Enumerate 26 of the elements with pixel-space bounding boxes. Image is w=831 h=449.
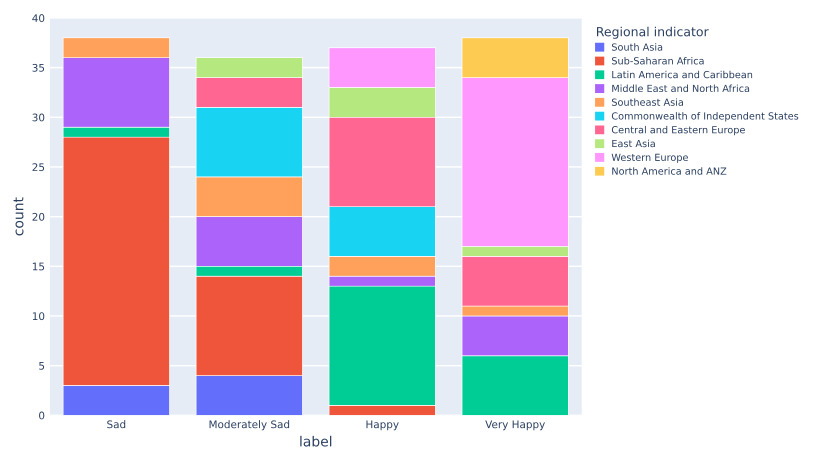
legend-label: East Asia: [612, 140, 655, 148]
legend-label: Latin America and Caribbean: [612, 70, 752, 78]
y-tick-label: 0: [39, 412, 44, 420]
y-tick-label: 5: [39, 362, 44, 370]
legend-label: Central and Eastern Europe: [612, 126, 745, 136]
y-tick-label: 20: [32, 212, 44, 221]
legend-label: North America and ANZ: [612, 167, 726, 175]
legend-title: Regional indicator: [596, 26, 709, 39]
y-axis-title: count: [14, 197, 24, 236]
y-tick-label: 40: [32, 14, 44, 22]
y-tick-label: 35: [32, 64, 44, 72]
legend-label: Western Europe: [612, 154, 688, 163]
legend-label: South Asia: [612, 43, 662, 51]
legend-label: Commonwealth of Independent States: [612, 112, 798, 122]
x-tick-label: Moderately Sad: [210, 420, 290, 430]
y-tick-label: 10: [32, 312, 44, 320]
x-axis-title: label: [300, 436, 332, 447]
x-tick-label: Very Happy: [485, 420, 545, 430]
y-tick-label: 30: [32, 114, 44, 122]
x-tick-label: Happy: [366, 420, 399, 430]
legend-label: Southeast Asia: [612, 98, 683, 106]
x-tick-label: Sad: [107, 420, 126, 428]
y-tick-label: 25: [32, 163, 44, 172]
legend-label: Middle East and North Africa: [612, 84, 750, 92]
y-tick-label: 15: [32, 262, 44, 270]
legend-label: Sub-Saharan Africa: [612, 56, 704, 64]
